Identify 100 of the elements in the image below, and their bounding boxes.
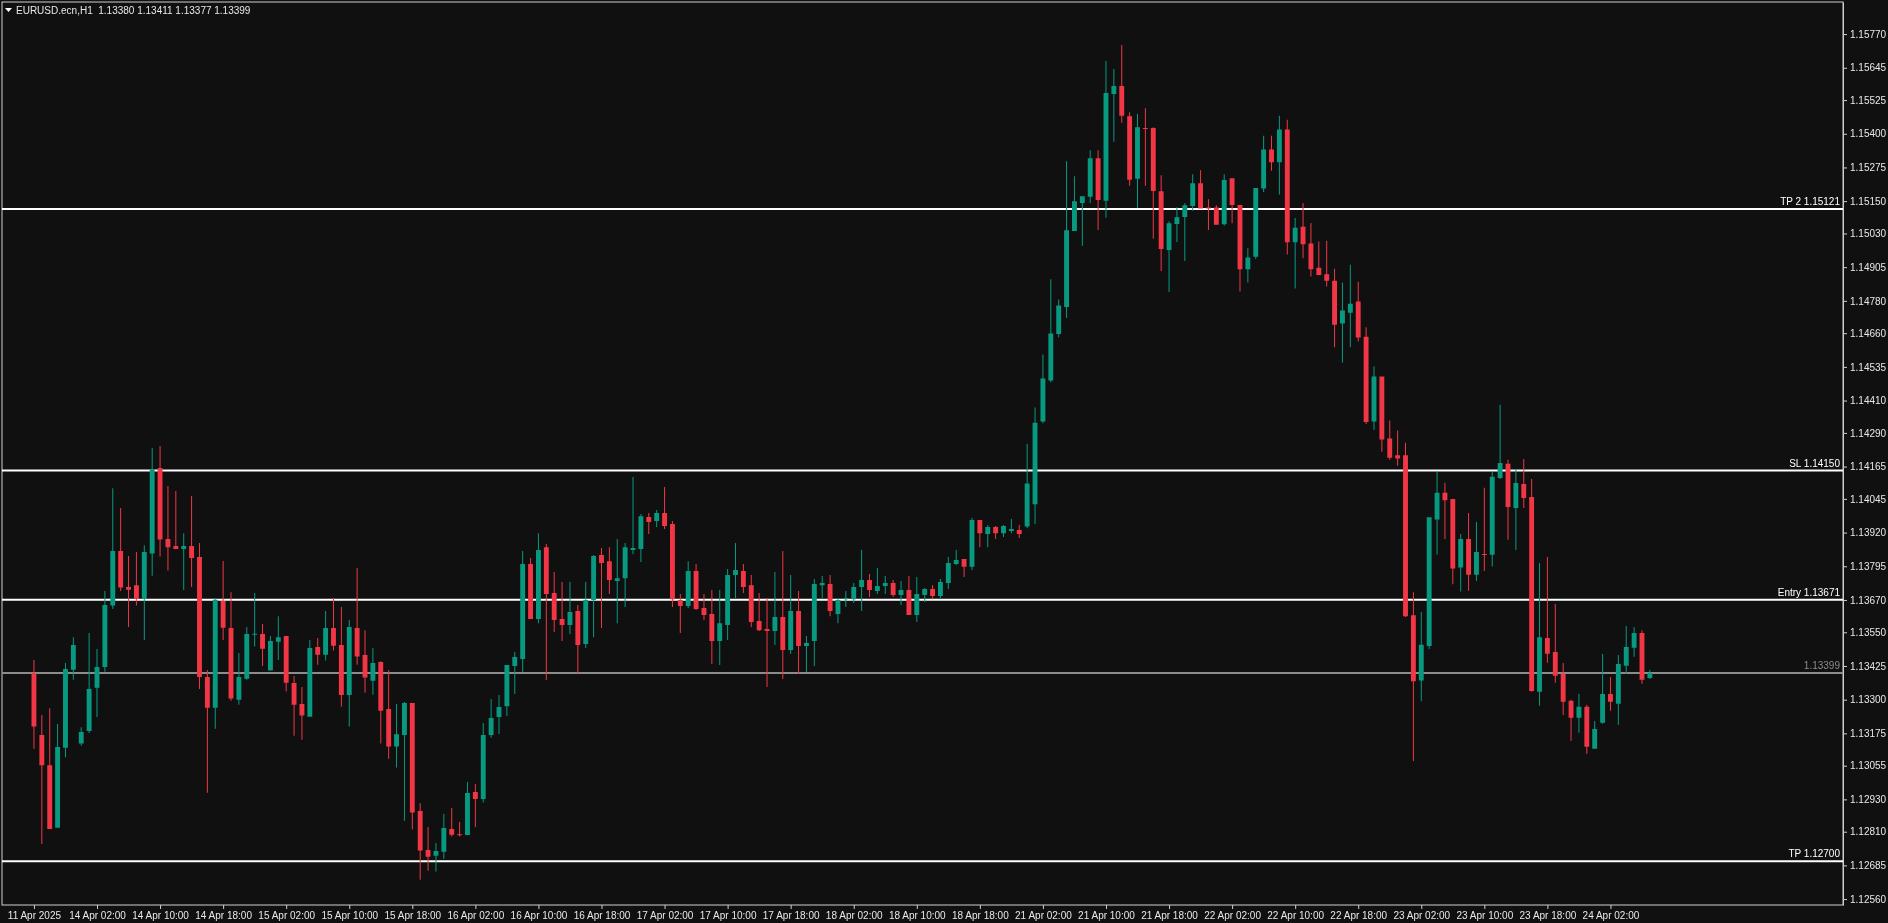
- y-tick-label: 1.12685: [1850, 860, 1887, 872]
- x-tick-label: 18 Apr 10:00: [888, 910, 947, 922]
- candlestick: [1111, 69, 1117, 142]
- y-tick-label: 1.13920: [1850, 527, 1887, 539]
- y-tick-label: 1.15030: [1850, 228, 1887, 240]
- y-tick-label: 1.13300: [1850, 694, 1887, 706]
- candlestick: [1182, 203, 1188, 261]
- y-tick-label: 1.14165: [1850, 461, 1887, 473]
- candlestick: [1174, 207, 1180, 243]
- candlestick: [1442, 482, 1448, 540]
- y-tick-label: 1.15275: [1850, 162, 1887, 174]
- y-tick-label: 1.14905: [1850, 261, 1887, 273]
- candlestick: [1245, 248, 1251, 283]
- chart-title: EURUSD.ecn,H1 1.13380 1.13411 1.13377 1.13399: [16, 5, 251, 16]
- y-tick-label: 1.12930: [1850, 794, 1887, 806]
- x-tick-label: 23 Apr 02:00: [1393, 910, 1451, 922]
- candlestick: [401, 702, 407, 821]
- x-tick-label: 17 Apr 18:00: [762, 910, 820, 922]
- candlestick: [39, 715, 45, 845]
- candlestick: [252, 592, 258, 647]
- candlestick: [1347, 264, 1353, 348]
- y-tick-label: 1.15645: [1850, 62, 1887, 74]
- y-tick-label: 1.13055: [1850, 760, 1887, 772]
- candlestick: [882, 575, 888, 595]
- y-tick-label: 1.14535: [1850, 361, 1887, 373]
- candlestick: [1206, 199, 1211, 230]
- x-tick-label: 17 Apr 10:00: [699, 910, 757, 922]
- x-tick-label: 14 Apr 10:00: [132, 910, 190, 922]
- x-tick-label: 22 Apr 10:00: [1267, 910, 1325, 922]
- candlestick: [189, 495, 195, 588]
- candlestick: [1008, 519, 1014, 534]
- candlestick: [394, 703, 399, 768]
- candlestick: [126, 556, 131, 627]
- x-tick-label: 22 Apr 02:00: [1204, 910, 1262, 922]
- x-tick-label: 22 Apr 18:00: [1330, 910, 1388, 922]
- y-tick-label: 1.15525: [1850, 94, 1887, 106]
- y-tick-label: 1.13425: [1850, 660, 1887, 672]
- x-tick-label: 15 Apr 18:00: [384, 910, 442, 922]
- x-tick-label: 14 Apr 02:00: [69, 910, 127, 922]
- y-tick-label: 1.15150: [1850, 195, 1887, 207]
- candlestick: [1142, 108, 1148, 186]
- candlestick: [772, 571, 778, 645]
- ref-line-label: Entry 1.13671: [1777, 586, 1841, 598]
- x-tick-label: 18 Apr 18:00: [951, 910, 1010, 922]
- x-tick-label: 18 Apr 02:00: [825, 910, 884, 922]
- x-tick-label: 23 Apr 18:00: [1519, 910, 1577, 922]
- x-tick-label: 15 Apr 02:00: [258, 910, 316, 922]
- y-tick-label: 1.12560: [1850, 893, 1887, 905]
- y-tick-label: 1.13795: [1850, 560, 1887, 572]
- y-tick-label: 1.14410: [1850, 395, 1887, 407]
- x-tick-label: 14 Apr 18:00: [195, 910, 253, 922]
- ref-line-label: TP 1.12700: [1788, 848, 1841, 860]
- x-tick-label: 16 Apr 10:00: [510, 910, 568, 922]
- candlestick: [819, 575, 825, 599]
- candlestick: [1481, 487, 1487, 572]
- y-tick-label: 1.15770: [1850, 28, 1887, 40]
- x-tick-label: 23 Apr 10:00: [1456, 910, 1514, 922]
- x-tick-label: 16 Apr 18:00: [573, 910, 631, 922]
- candlestick: [1544, 557, 1550, 663]
- candlestick: [173, 491, 179, 550]
- candlestick: [1497, 404, 1503, 479]
- x-tick-label: 21 Apr 10:00: [1078, 910, 1136, 922]
- candlestick: [859, 550, 865, 612]
- candlestick: [472, 784, 478, 828]
- candlestick: [1608, 677, 1613, 711]
- candlestick: [512, 651, 518, 694]
- candlestick: [559, 581, 565, 641]
- y-tick-label: 1.13550: [1850, 626, 1887, 638]
- candlestick: [1079, 196, 1085, 246]
- candlestick: [457, 822, 463, 837]
- candlestick: [204, 670, 210, 793]
- candlestick: [425, 827, 431, 871]
- candlestick: [717, 589, 723, 665]
- y-tick-label: 1.14660: [1850, 327, 1887, 339]
- candlestick: [315, 637, 321, 665]
- x-tick-label: 11 Apr 2025: [7, 910, 62, 922]
- candlestick: [764, 598, 770, 687]
- candlestick: [354, 567, 360, 665]
- candlestick: [803, 636, 809, 672]
- candlestick: [1340, 282, 1345, 363]
- y-tick-label: 1.14780: [1850, 295, 1887, 307]
- candlestick: [181, 533, 187, 590]
- x-tick-label: 17 Apr 02:00: [636, 910, 694, 922]
- y-tick-label: 1.12810: [1850, 826, 1887, 838]
- candlestick: [133, 551, 139, 606]
- y-tick-label: 1.14290: [1850, 427, 1887, 439]
- ref-line-label: SL 1.14150: [1789, 457, 1841, 469]
- candlestick: [677, 594, 683, 634]
- y-tick-label: 1.15400: [1850, 128, 1887, 140]
- candlestick: [1395, 430, 1401, 466]
- candlestick: [599, 547, 604, 628]
- candlestick: [874, 567, 880, 595]
- y-tick-label: 1.13175: [1850, 728, 1887, 740]
- ref-line-label: 1.13399: [1803, 659, 1841, 671]
- y-tick-label: 1.13670: [1850, 594, 1887, 606]
- candlestick: [733, 543, 738, 599]
- candlestick: [331, 598, 336, 651]
- x-tick-label: 15 Apr 10:00: [321, 910, 379, 922]
- x-tick-label: 21 Apr 18:00: [1141, 910, 1199, 922]
- candlestick: [630, 477, 636, 555]
